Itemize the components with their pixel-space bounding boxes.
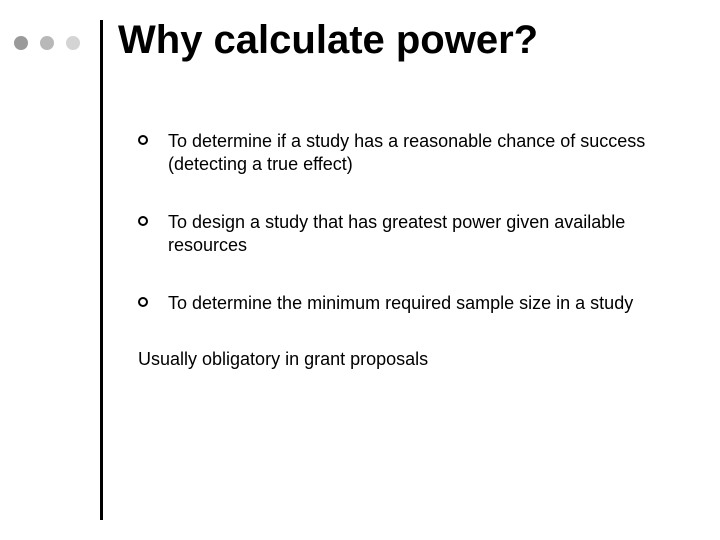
decor-dot-1: [14, 36, 28, 50]
decor-dots: [14, 36, 80, 50]
slide: Why calculate power? To determine if a s…: [0, 0, 720, 540]
bullet-item: To determine if a study has a reasonable…: [138, 130, 678, 177]
bullet-text: To design a study that has greatest powe…: [168, 211, 678, 258]
bullet-marker-icon: [138, 135, 148, 145]
bullet-item: To determine the minimum required sample…: [138, 292, 678, 315]
bullet-text: To determine the minimum required sample…: [168, 292, 633, 315]
slide-title: Why calculate power?: [118, 18, 538, 63]
bullet-text: To determine if a study has a reasonable…: [168, 130, 678, 177]
bullet-marker-icon: [138, 216, 148, 226]
bullet-marker-icon: [138, 297, 148, 307]
decor-vertical-line: [100, 20, 103, 520]
footer-note: Usually obligatory in grant proposals: [138, 349, 678, 370]
slide-body: To determine if a study has a reasonable…: [138, 130, 678, 370]
decor-dot-2: [40, 36, 54, 50]
decor-dot-3: [66, 36, 80, 50]
bullet-item: To design a study that has greatest powe…: [138, 211, 678, 258]
